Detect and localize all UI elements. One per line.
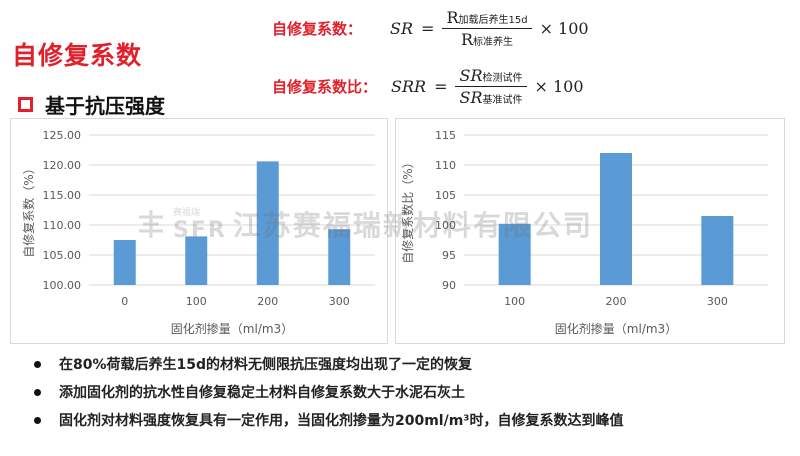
numerator-subscript: 检测试件 xyxy=(482,73,523,84)
bullet-icon xyxy=(34,388,41,396)
chart-panel-coefficient: 100.00 105.00 110.00 115.00 120.00 125.00 0 100… xyxy=(10,118,388,344)
y-tick-label: 105.00 xyxy=(43,249,82,262)
x-tick-label: 100 xyxy=(504,295,525,308)
watermark-small-text: 赛福瑞 xyxy=(173,208,201,218)
y-axis-label: 自修复系数（%） xyxy=(21,162,36,257)
bar xyxy=(328,229,351,285)
formula-label: 自修复系数比： xyxy=(272,78,378,96)
bar xyxy=(185,236,208,285)
bullet-icon xyxy=(34,360,41,368)
bar xyxy=(256,161,279,285)
y-tick-label: 120.00 xyxy=(43,159,82,172)
formula-fraction: SR检测试件 SR基准试件 xyxy=(455,66,527,107)
bar xyxy=(113,240,136,285)
bullet-icon xyxy=(34,416,41,424)
equals-sign: = xyxy=(421,19,435,38)
y-tick-label: 100 xyxy=(435,219,456,232)
bar xyxy=(498,223,531,285)
square-bullet-icon xyxy=(18,97,33,112)
formula-factor: × 100 xyxy=(539,19,589,38)
x-tick-label: 300 xyxy=(707,295,728,308)
list-item-text: 添加固化剂的抗水性自修复稳定土材料自修复系数大于水泥石灰土 xyxy=(59,385,465,401)
formula-lhs: SRR xyxy=(391,77,427,96)
formula-self-repair-coefficient: 自修复系数： SR = R加载后养生15d R标准养生 × 100 xyxy=(272,8,589,49)
denominator-subscript: 基准试件 xyxy=(482,95,523,106)
conclusion-list: 在80%荷载后养生15d的材料无侧限抗压强度均出现了一定的恢复 添加固化剂的抗水… xyxy=(34,350,623,434)
numerator-subscript: 加载后养生15d xyxy=(458,15,528,26)
y-axis-label: 自修复系数比（%） xyxy=(400,156,415,263)
bar xyxy=(701,216,734,285)
formula-lhs: SR xyxy=(390,19,414,38)
bar xyxy=(600,153,632,285)
y-tick-label: 115 xyxy=(435,129,456,142)
y-tick-label: 90 xyxy=(442,279,456,292)
x-tick-label: 200 xyxy=(257,295,278,308)
formula-label: 自修复系数： xyxy=(272,20,363,38)
page-title: 自修复系数 xyxy=(12,41,143,70)
numerator-base: SR xyxy=(459,66,483,85)
list-item-text: 固化剂对材料强度恢复具有一定作用，当固化剂掺量为200ml/m³时，自修复系数达… xyxy=(59,413,624,429)
list-item: 固化剂对材料强度恢复具有一定作用，当固化剂掺量为200ml/m³时，自修复系数达… xyxy=(34,406,623,434)
denominator-base: SR xyxy=(459,88,483,107)
watermark-logo-icon xyxy=(139,210,163,238)
company-watermark: 赛福瑞 SFR 江苏赛福瑞新材料有限公司 xyxy=(135,204,593,244)
x-tick-label: 300 xyxy=(329,295,350,308)
denominator-subscript: 标准养生 xyxy=(473,37,514,48)
list-item: 添加固化剂的抗水性自修复稳定土材料自修复系数大于水泥石灰土 xyxy=(34,378,623,406)
section-heading-label: 基于抗压强度 xyxy=(45,94,165,118)
watermark-logo-text: SFR xyxy=(173,218,227,243)
y-tick-label: 110 xyxy=(435,159,456,172)
equals-sign: = xyxy=(434,77,448,96)
watermark-company-name: 江苏赛福瑞新材料有限公司 xyxy=(232,209,593,242)
numerator-base: R xyxy=(446,8,459,27)
x-tick-label: 100 xyxy=(186,295,207,308)
y-tick-label: 95 xyxy=(442,249,456,262)
chart-panel-ratio: 90 95 100 105 110 115 100 200 300 固化剂掺量（ml/m3） 自修复… xyxy=(395,118,785,344)
x-tick-label: 0 xyxy=(121,295,128,308)
formula-fraction: R加载后养生15d R标准养生 xyxy=(442,8,532,49)
formula-factor: × 100 xyxy=(534,77,584,96)
y-tick-label: 125.00 xyxy=(43,129,82,142)
denominator-base: R xyxy=(460,30,474,49)
x-axis-label: 固化剂掺量（ml/m3） xyxy=(555,321,677,336)
x-tick-label: 200 xyxy=(606,295,627,308)
bar-chart-coefficient: 100.00 105.00 110.00 115.00 120.00 125.00 0 100… xyxy=(21,129,375,336)
y-tick-label: 110.00 xyxy=(43,219,82,232)
list-item-text: 在80%荷载后养生15d的材料无侧限抗压强度均出现了一定的恢复 xyxy=(59,357,473,373)
y-tick-label: 100.00 xyxy=(43,279,82,292)
list-item: 在80%荷载后养生15d的材料无侧限抗压强度均出现了一定的恢复 xyxy=(34,350,623,378)
x-axis-label: 固化剂掺量（ml/m3） xyxy=(171,321,293,336)
section-heading: 基于抗压强度 xyxy=(18,90,165,119)
formula-self-repair-ratio: 自修复系数比： SRR = SR检测试件 SR基准试件 × 100 xyxy=(272,66,584,107)
y-tick-label: 105 xyxy=(435,189,456,202)
y-tick-label: 115.00 xyxy=(43,189,82,202)
bar-chart-ratio: 90 95 100 105 110 115 100 200 300 固化剂掺量（ml/m3） 自修复… xyxy=(400,129,768,336)
